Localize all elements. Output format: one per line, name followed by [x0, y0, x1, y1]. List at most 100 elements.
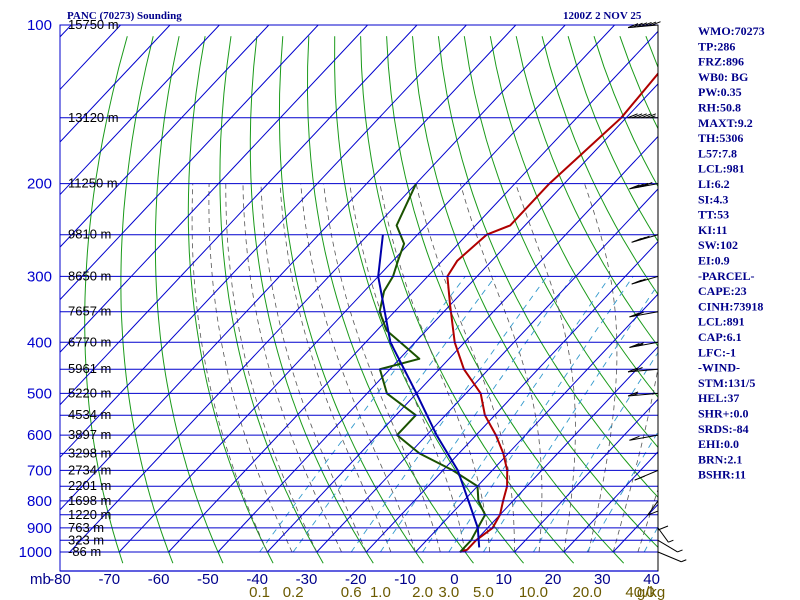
wind-barb: [629, 311, 659, 318]
wind-barb: [629, 341, 659, 348]
index-value: TH:5306: [698, 131, 743, 145]
wind-barb-half-flag: [677, 549, 683, 553]
mixing-ratio-label: 3.0: [438, 584, 459, 600]
temperature-tick-label: -50: [197, 571, 219, 588]
wind-barb-flag: [642, 182, 653, 187]
wind-barb: [634, 469, 659, 481]
index-value: WMO:70273: [698, 24, 765, 38]
frame-layer: [59, 24, 659, 572]
height-label: 6770 m: [68, 334, 111, 349]
dry-adiabat: [541, 36, 658, 296]
wind-barb: [647, 500, 659, 516]
wind-barb-half-flag: [650, 115, 656, 119]
index-value: FRZ:896: [698, 55, 744, 69]
index-value: KI:11: [698, 223, 727, 237]
wind-barb-flag: [633, 183, 644, 189]
index-value: BSHR:11: [698, 468, 746, 482]
temperature-profile-line: [446, 72, 658, 553]
isotherm: [60, 25, 467, 459]
wind-barb: [627, 113, 658, 119]
wind-barb-staff: [657, 527, 669, 543]
pressure-label: 400: [27, 334, 52, 351]
isotherm: [60, 25, 270, 248]
mixing-ratio-line: [483, 283, 658, 553]
index-value: -WIND-: [698, 361, 740, 375]
moist-adiabat: [191, 183, 268, 553]
height-label: 3298 m: [68, 445, 111, 460]
mixing-ratio-label: 0.6: [341, 584, 362, 600]
wind-barb: [627, 21, 661, 29]
index-value: WB0: BG: [698, 70, 748, 84]
mixing-ratio-label: 5.0: [473, 584, 494, 600]
height-label: 11250 m: [68, 176, 118, 191]
isotherm: [563, 451, 658, 553]
index-value: EI:0.9: [698, 254, 730, 268]
index-value: HEL:37: [698, 391, 739, 405]
isotherm: [60, 25, 171, 143]
isotherm: [60, 25, 220, 196]
index-value: LCL:891: [698, 315, 745, 329]
pressure-label: 600: [27, 427, 52, 444]
index-value: LFC:-1: [698, 345, 736, 359]
wind-barb-flag: [627, 23, 639, 29]
dry-adiabat: [489, 36, 658, 398]
wind-barbs: [627, 21, 687, 571]
isotherm: [60, 25, 517, 511]
isotherm: [60, 25, 418, 406]
mixing-ratio-line: [422, 276, 611, 553]
wind-barb-staff: [647, 500, 659, 516]
dry-adiabat: [249, 36, 374, 564]
mixing-ratio-label: 2.0: [412, 584, 433, 600]
wind-barb-flag: [631, 113, 643, 119]
wind-barb: [657, 539, 683, 553]
index-value: STM:131/5: [698, 376, 755, 390]
wind-barb: [657, 551, 687, 563]
isotherm: [464, 345, 658, 553]
temperature-tick-label: -20: [345, 571, 367, 588]
dry-adiabat: [278, 36, 424, 564]
dry-adiabat: [120, 36, 174, 564]
wind-barb-half-flag: [637, 343, 644, 347]
mixing-ratio-label: 40.0: [625, 584, 654, 600]
mixing-ratio-label: 10.0: [519, 584, 548, 600]
wind-barb-flag: [636, 113, 647, 119]
mixing-ratio-line: [448, 276, 634, 553]
height-label: 8650 m: [68, 268, 111, 283]
index-value: SHR+:0.0: [698, 407, 749, 421]
temperature-tick-label: -60: [148, 571, 170, 588]
index-value: LCL:981: [698, 162, 745, 176]
isotherm: [365, 240, 658, 553]
temperature-tick-label: 0: [450, 571, 458, 588]
index-value: SW:102: [698, 238, 738, 252]
isotherm: [168, 30, 658, 553]
wind-barb-flag: [627, 367, 639, 373]
index-value: BRN:2.1: [698, 452, 742, 466]
isotherm: [415, 293, 658, 553]
mixing-ratio-label: 0.1: [249, 584, 270, 600]
temperature-tick-label: 20: [545, 571, 562, 588]
wind-barb-flag: [647, 510, 658, 516]
pressure-label: 200: [27, 176, 52, 193]
wind-barb-half-flag: [632, 393, 638, 397]
pressure-label: 800: [27, 493, 52, 510]
wind-barb-flag: [637, 182, 649, 188]
index-value: EHI:0.0: [698, 437, 739, 451]
height-label: 15750 m: [68, 17, 119, 32]
pressure-label: 700: [27, 462, 52, 479]
index-value: CINH:73918: [698, 299, 763, 313]
wind-barb-flag: [629, 435, 640, 441]
dry-adiabat: [515, 36, 658, 347]
dry-adiabat: [437, 36, 658, 499]
height-label: 323 m: [68, 532, 104, 547]
index-value: CAPE:23: [698, 284, 747, 298]
wind-barb-half-flag: [681, 559, 687, 563]
temperature-tick-label: -30: [296, 571, 318, 588]
wind-barb-flag: [629, 343, 640, 348]
wind-barb-flag: [645, 113, 657, 119]
wind-barb-flag: [629, 312, 640, 318]
dry-adiabat: [360, 36, 575, 564]
height-label: 7657 m: [68, 304, 111, 319]
wind-barb: [627, 367, 659, 373]
height-label: 763 m: [68, 520, 104, 535]
